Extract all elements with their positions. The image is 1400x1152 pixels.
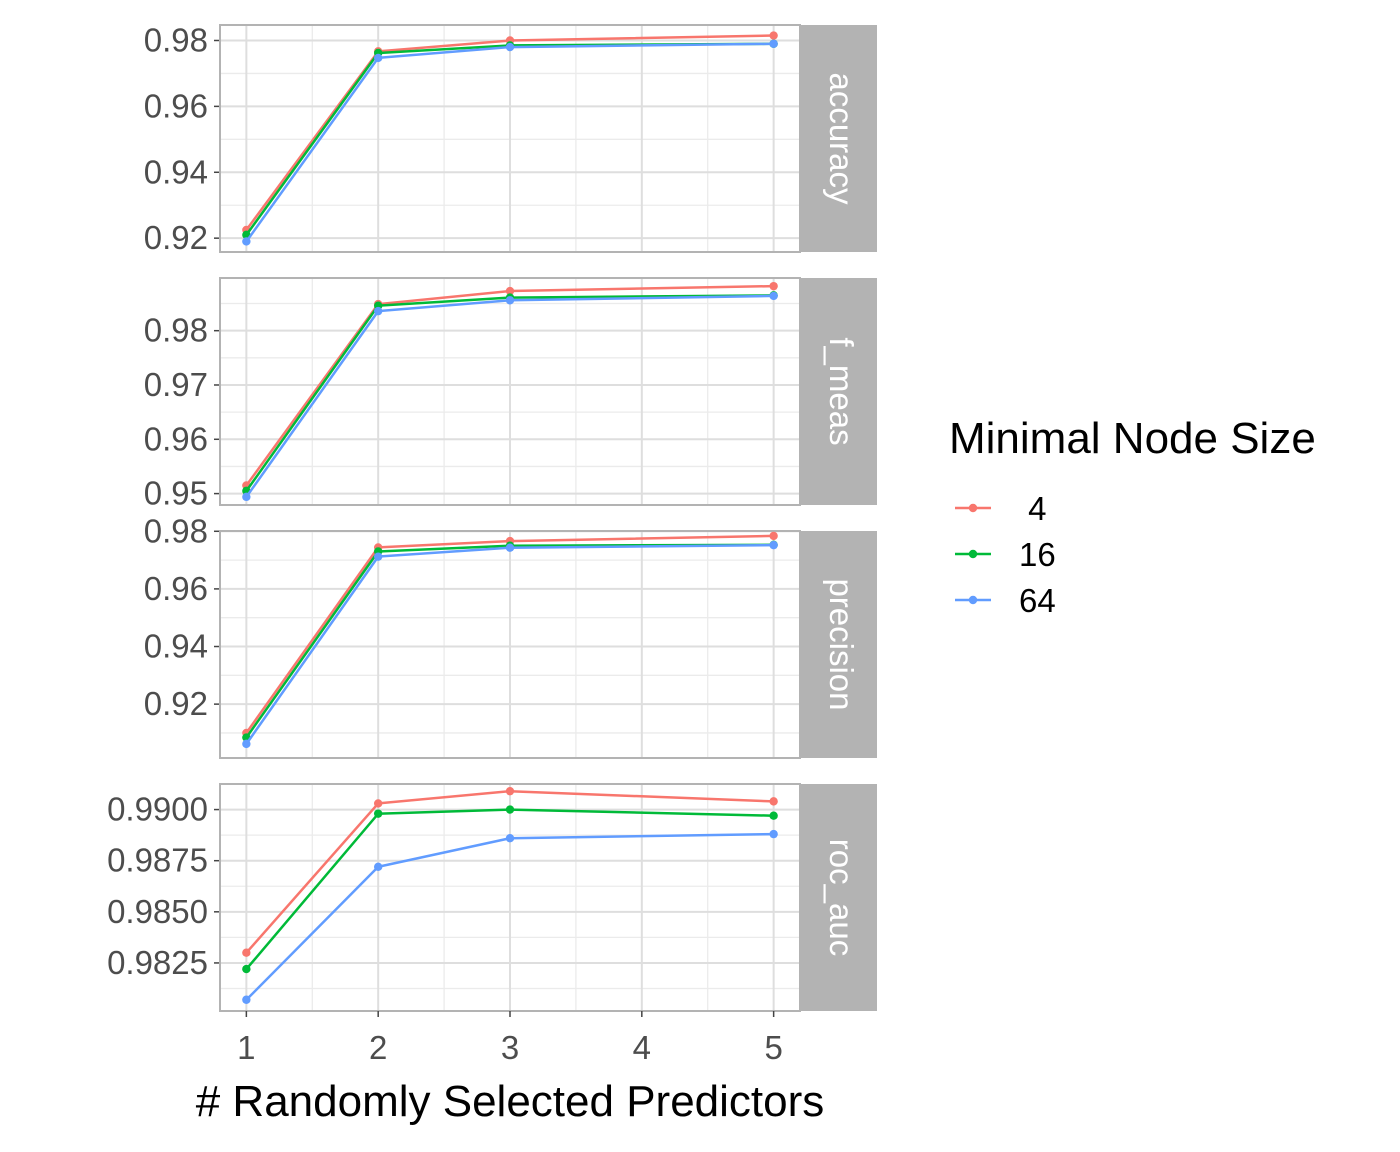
y-tick-label: 0.96: [144, 87, 208, 124]
legend-title: Minimal Node Size: [949, 414, 1316, 463]
y-tick-label: 0.9900: [107, 791, 208, 828]
facet-roc-auc: 0.9825 0.9850 0.9875 0.9900 roc_auc: [107, 783, 877, 1012]
facet-strip-label: precision: [823, 578, 860, 710]
x-tick-label: 3: [501, 1029, 519, 1066]
series-line-64: [245, 543, 774, 745]
legend-label: 4: [1019, 490, 1047, 527]
series-line-16: [245, 294, 774, 492]
x-tick-label: 2: [369, 1029, 387, 1066]
data-point-16: [505, 805, 515, 814]
data-point-64: [373, 306, 383, 316]
data-point-64: [373, 53, 383, 63]
y-tick-label: 0.94: [144, 628, 208, 665]
y-tick-label: 0.94: [144, 153, 208, 190]
series-line-4: [245, 534, 774, 734]
facet-strip: [800, 531, 877, 758]
facet-precision: 0.92 0.94 0.96 0.98 precision: [144, 512, 877, 759]
y-tick-label: 0.98: [144, 21, 208, 58]
data-point-4: [769, 797, 778, 806]
y-tick-label: 0.9825: [107, 944, 208, 981]
data-point-64: [242, 492, 251, 502]
facet-strip: [800, 278, 877, 505]
facet-strip-label: accuracy: [823, 72, 860, 205]
series-line-64: [245, 42, 774, 243]
data-point-16: [373, 809, 383, 818]
series-line-4: [245, 789, 774, 954]
data-point-64: [769, 39, 778, 48]
series-line-4: [245, 34, 774, 231]
data-point-16: [769, 811, 778, 820]
legend-label: 64: [1019, 582, 1056, 619]
data-point-4: [373, 799, 383, 808]
data-point-64: [242, 739, 251, 749]
legend: Minimal Node Size 4 16 64: [949, 414, 1316, 619]
data-point-4: [505, 786, 515, 796]
y-tick-label: 0.9850: [107, 893, 208, 930]
legend-key-point: [968, 503, 978, 513]
legend-keys: 4 16 64: [955, 490, 1056, 619]
y-tick-label: 0.96: [144, 420, 208, 457]
data-point-64: [373, 862, 383, 872]
y-tick-label: 0.97: [144, 366, 208, 403]
data-point-16: [242, 964, 251, 974]
data-point-64: [505, 833, 515, 843]
data-point-64: [769, 829, 778, 839]
y-tick-label: 0.92: [144, 685, 208, 722]
data-point-64: [242, 237, 251, 246]
data-point-4: [505, 286, 515, 296]
y-tick-label: 0.98: [144, 312, 208, 349]
series-line-16: [245, 808, 774, 970]
facet-panels: 0.92 0.94 0.96 0.98 accuracy 0.95 0.96 0.97 0.98…: [107, 21, 877, 1012]
x-axis: 1 2 3 4 5: [237, 1011, 783, 1066]
legend-label: 16: [1019, 536, 1056, 573]
y-tick-label: 0.9875: [107, 842, 208, 879]
series-line-64: [245, 832, 774, 1001]
data-point-64: [505, 543, 515, 552]
facet-strip: [800, 25, 877, 252]
x-tick-label: 5: [764, 1029, 782, 1066]
y-tick-label: 0.98: [144, 512, 208, 549]
y-tick-label: 0.96: [144, 570, 208, 607]
facet-f-meas: 0.95 0.96 0.97 0.98 f_meas: [144, 277, 877, 512]
data-point-4: [769, 31, 778, 40]
facet-strip-label: f_meas: [823, 337, 860, 445]
y-tick-label: 0.95: [144, 475, 208, 512]
data-point-64: [505, 296, 515, 305]
facet-strip-label: roc_auc: [823, 839, 860, 956]
x-tick-label: 1: [237, 1029, 255, 1066]
y-tick-label: 0.92: [144, 219, 208, 256]
series-line-64: [245, 294, 774, 498]
data-point-64: [505, 42, 515, 52]
data-point-64: [769, 540, 778, 550]
x-axis-title: # Randomly Selected Predictors: [196, 1077, 825, 1126]
data-point-4: [242, 948, 251, 957]
data-point-64: [242, 995, 251, 1004]
legend-key-point: [968, 595, 978, 605]
data-point-4: [769, 281, 778, 291]
data-point-4: [769, 531, 778, 541]
data-point-64: [769, 291, 778, 301]
series-line-4: [245, 284, 774, 487]
facet-accuracy: 0.92 0.94 0.96 0.98 accuracy: [144, 21, 877, 256]
data-point-64: [373, 552, 383, 561]
x-tick-label: 4: [633, 1029, 651, 1066]
facet-strip: [800, 784, 877, 1011]
legend-key-point: [968, 549, 978, 559]
